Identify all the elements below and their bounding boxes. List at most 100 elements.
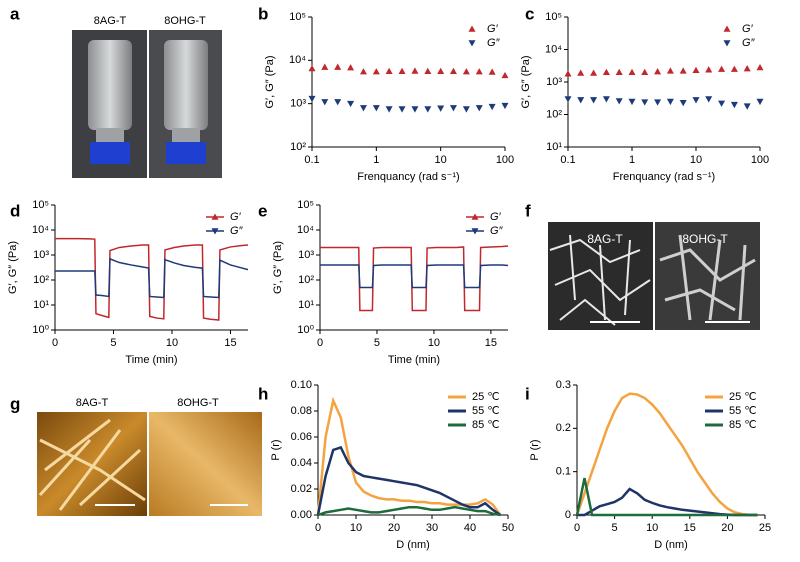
data-point xyxy=(385,67,393,75)
data-point xyxy=(615,68,623,76)
x-tick-label: 10 xyxy=(646,522,658,534)
y-tick-label: 0.00 xyxy=(291,509,312,521)
data-point xyxy=(743,103,751,110)
afm-image xyxy=(37,412,262,516)
image-label: 8AG-T xyxy=(76,397,109,409)
y-tick-label: 10⁵ xyxy=(32,199,49,211)
legend-marker xyxy=(211,213,219,220)
data-point xyxy=(564,96,572,103)
data-point xyxy=(501,71,509,79)
y-tick-label: 10² xyxy=(546,108,562,120)
data-point xyxy=(756,63,764,71)
x-tick-label: 0.1 xyxy=(560,154,575,166)
legend-label: G′ xyxy=(742,23,754,35)
legend-label: G″ xyxy=(487,37,501,49)
y-tick-label: 10² xyxy=(33,274,49,286)
y-axis-label: P (r) xyxy=(270,439,282,460)
legend-label: G′ xyxy=(490,211,502,223)
data-point xyxy=(679,99,687,107)
data-point xyxy=(654,68,662,75)
legend-marker xyxy=(723,40,731,47)
image-label: 8AG-T xyxy=(94,15,127,27)
data-point xyxy=(705,96,713,103)
data-point xyxy=(347,100,355,108)
x-tick-label: 10 xyxy=(690,154,702,166)
legend-label: 55 ℃ xyxy=(472,405,500,417)
photo-a xyxy=(72,30,222,178)
data-point xyxy=(654,99,662,106)
axis-line xyxy=(311,17,505,148)
y-tick-label: 0.1 xyxy=(556,466,571,478)
panel-label: f xyxy=(525,201,531,220)
y-axis-label: G′, G″ (Pa) xyxy=(264,55,276,108)
data-point xyxy=(475,105,483,112)
data-point xyxy=(475,68,483,75)
data-point xyxy=(577,69,585,76)
x-tick-label: 0 xyxy=(574,522,580,534)
panel-label: a xyxy=(10,4,20,23)
x-tick-label: 100 xyxy=(751,154,769,166)
data-point xyxy=(372,68,380,75)
x-tick-label: 100 xyxy=(496,154,514,166)
data-point xyxy=(372,105,380,112)
x-tick-label: 10 xyxy=(350,522,362,534)
panel-label: b xyxy=(258,4,268,23)
y-tick-label: 0.08 xyxy=(291,405,312,417)
legend-label: 25 ℃ xyxy=(729,391,757,403)
legend-marker xyxy=(471,228,479,235)
data-point xyxy=(564,70,572,77)
data-point xyxy=(679,67,687,74)
y-tick-label: 10⁵ xyxy=(297,199,314,211)
data-point xyxy=(347,64,355,71)
y-tick-label: 0.10 xyxy=(291,379,312,391)
y-tick-label: 10⁴ xyxy=(32,224,49,236)
y-tick-label: 0.02 xyxy=(291,483,312,495)
panel-label: e xyxy=(258,201,267,220)
data-point xyxy=(308,95,316,103)
data-point xyxy=(743,65,751,72)
x-axis-label: Time (min) xyxy=(388,354,440,366)
data-point xyxy=(756,98,764,106)
x-tick-label: 0 xyxy=(317,337,323,349)
data-line xyxy=(575,477,758,517)
x-tick-label: 0.1 xyxy=(304,154,319,166)
data-point xyxy=(462,106,470,113)
data-point xyxy=(590,69,598,76)
panel-label: h xyxy=(258,384,268,403)
data-point xyxy=(398,67,406,75)
data-point xyxy=(602,96,610,103)
panel-label: i xyxy=(525,384,530,403)
data-point xyxy=(718,65,726,72)
x-tick-label: 5 xyxy=(612,522,618,534)
x-tick-label: 10 xyxy=(435,154,447,166)
data-point xyxy=(730,101,738,109)
data-point xyxy=(359,105,367,112)
x-axis-label: Frenquancy (rad s⁻¹) xyxy=(357,171,459,183)
y-tick-label: 10¹ xyxy=(298,299,314,311)
data-point xyxy=(449,105,457,112)
data-point xyxy=(449,67,457,75)
data-point xyxy=(641,99,649,106)
y-tick-label: 0.04 xyxy=(291,457,312,469)
data-point xyxy=(437,105,445,112)
legend-label: G′ xyxy=(230,211,242,223)
axis-line xyxy=(567,17,760,148)
data-point xyxy=(641,68,649,76)
data-point xyxy=(321,99,329,106)
image-label: 8OHG-T xyxy=(682,232,728,246)
data-point xyxy=(308,64,316,72)
data-point xyxy=(615,98,623,105)
x-tick-label: 5 xyxy=(374,337,380,349)
y-tick-label: 0.06 xyxy=(291,431,312,443)
y-axis-label: G′, G″ (Pa) xyxy=(7,241,19,294)
data-point xyxy=(411,67,419,74)
x-axis-label: D (nm) xyxy=(654,539,688,551)
legend-label: G″ xyxy=(742,37,756,49)
y-tick-label: 10² xyxy=(290,141,306,153)
data-point xyxy=(359,68,367,75)
data-line xyxy=(316,396,502,516)
data-point xyxy=(334,99,342,106)
data-point xyxy=(666,67,674,74)
x-tick-label: 20 xyxy=(721,522,733,534)
